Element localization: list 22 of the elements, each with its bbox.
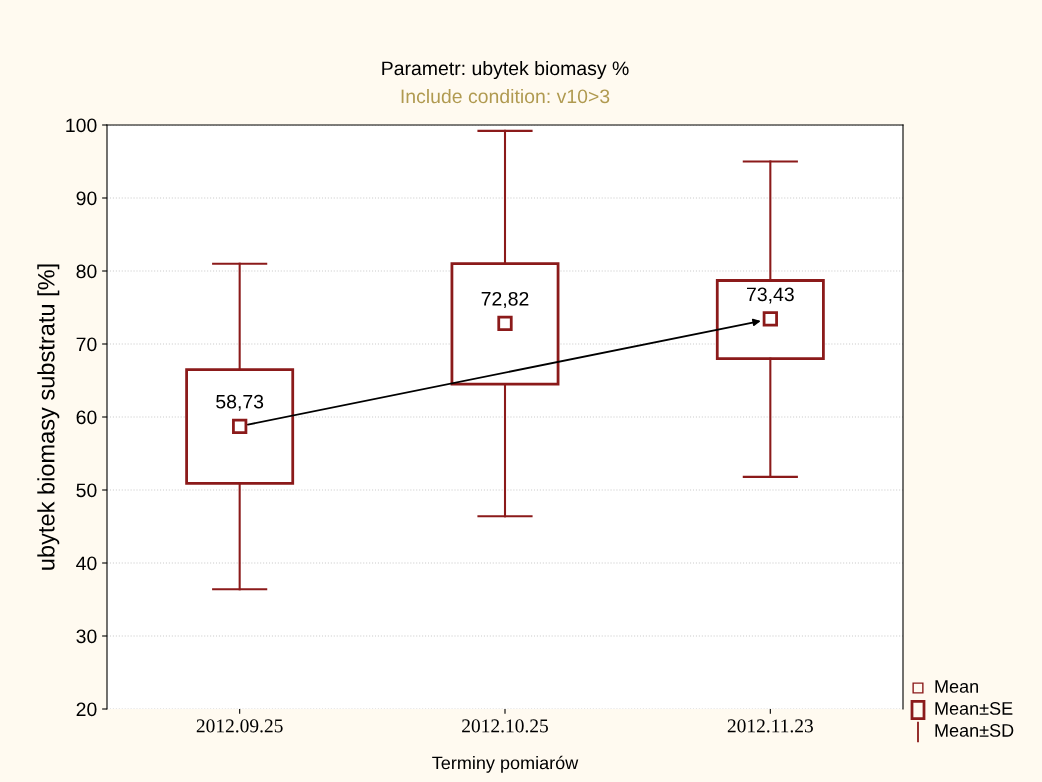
y-tick-label: 80 bbox=[76, 264, 97, 279]
y-tick-label: 30 bbox=[76, 629, 97, 644]
text: Mean±SE bbox=[935, 702, 1013, 715]
y-tick-label: 20 bbox=[76, 702, 97, 717]
y-tick-label: 50 bbox=[76, 483, 97, 498]
y-tick-label: 60 bbox=[76, 410, 97, 425]
y-tick-label: 40 bbox=[76, 556, 97, 571]
text: 73,43 bbox=[747, 287, 794, 304]
chart-subtitle: Include condition: v10>3 bbox=[401, 88, 610, 104]
y-tick-label: 70 bbox=[76, 337, 97, 352]
text: 58,73 bbox=[216, 394, 264, 411]
y-tick-label: 90 bbox=[76, 191, 97, 206]
text: Mean±SD bbox=[935, 724, 1014, 737]
y-axis-title: ubytek biomasy substratu [%] bbox=[37, 264, 60, 570]
x-axis-title: Terminy pomiarów bbox=[432, 755, 579, 773]
x-tick-label: 2012.11.23 bbox=[727, 719, 813, 733]
x-tick-label: 2012.09.25 bbox=[196, 719, 283, 733]
x-tick-label: 2012.10.25 bbox=[462, 719, 548, 733]
chart-title: Parametr: ubytek biomasy % bbox=[382, 60, 629, 80]
text: Mean bbox=[935, 680, 978, 693]
text: 72,82 bbox=[481, 291, 529, 308]
y-tick-label: 100 bbox=[66, 118, 97, 133]
